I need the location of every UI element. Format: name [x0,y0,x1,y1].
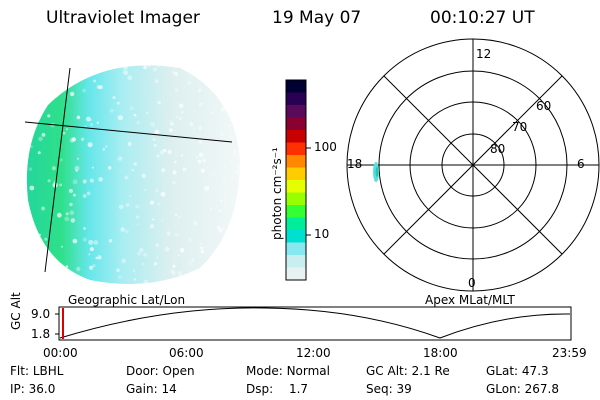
status-ip: IP: 36.0 [10,382,56,396]
status-flt: Flt: LBHL [10,364,64,378]
status-seq-value: 39 [396,382,412,396]
colorbar-segment [286,117,306,131]
status-gc-alt: GC Alt: 2.1 Re [366,364,450,378]
colorbar-segment [286,80,306,93]
date-label: 19 May 07 [272,8,362,28]
colorbar-segment [286,192,306,206]
instrument-title: Ultraviolet Imager [46,8,200,28]
status-door-value: Open [162,364,195,378]
colorbar-tick-10: 10 [314,227,330,241]
colorbar-tick-100: 100 [314,140,337,154]
uv-disk [26,65,240,284]
status-glon-value: 267.8 [524,382,559,396]
status-glat: GLat: 47.3 [486,364,549,378]
mlt-label-6: 6 [577,157,585,171]
colorbar-segment [286,255,306,268]
status-gain: Gain: 14 [126,382,177,396]
status-glat-value: 47.3 [521,364,549,378]
orbit-xtick-0000: 00:00 [43,346,78,360]
polar-panel-label: Apex MLat/MLT [425,293,515,307]
colorbar-segment [286,105,306,118]
mlt-label-12: 12 [476,47,492,61]
colorbar-segment [286,180,306,193]
orbit-xtick-0600: 06:00 [169,346,204,360]
geo-panel-label: Geographic Lat/Lon [68,293,186,307]
orbit-xtick-1800: 18:00 [423,346,458,360]
orbit-ylabel: GC Alt [9,292,23,330]
altitude-curve [59,307,571,339]
colorbar-segment [286,267,306,281]
status-gain-value: 14 [161,382,177,396]
status-gc-alt-value: 2.1 Re [411,364,450,378]
status-seq: Seq: 39 [366,382,412,396]
time-label: 00:10:27 UT [430,8,535,28]
status-mode-value: Normal [286,364,330,378]
lat-label-80: 80 [490,142,506,156]
lat-label-70: 70 [512,120,528,134]
colorbar-segment [286,217,306,231]
status-door: Door: Open [126,364,195,378]
orbit-ytick-1-8: 1.8 [31,327,51,341]
parallel-line [24,121,233,143]
meridian-line [44,67,71,273]
status-dsp-value: 1.7 [288,382,309,396]
status-ip-value: 36.0 [28,382,56,396]
colorbar-unit-label: photon cm⁻²s⁻¹ [270,147,284,240]
colorbar-segment [286,92,306,106]
lat-label-60: 60 [536,99,552,113]
mlt-label-0: 0 [468,276,476,290]
status-glon: GLon: 267.8 [486,382,559,396]
status-flt-value: LBHL [32,364,64,378]
orbit-xtick-1200: 12:00 [296,346,331,360]
polar-circle-50 [346,38,600,292]
orbit-xtick-2359: 23:59 [552,346,587,360]
colorbar-segment [286,205,306,218]
colorbar-segment [286,167,306,181]
colorbar-segment [286,142,306,156]
mlt-label-18: 18 [347,157,363,171]
colorbar-segment [286,242,306,256]
status-dsp: Dsp: 1.7 [246,382,309,396]
status-mode: Mode: Normal [246,364,330,378]
orbit-ytick-9: 9.0 [31,307,51,321]
colorbar-segment [286,230,306,243]
colorbar-segment [286,155,306,168]
polar-aurora-patch [373,162,379,182]
colorbar-segment [286,130,306,143]
